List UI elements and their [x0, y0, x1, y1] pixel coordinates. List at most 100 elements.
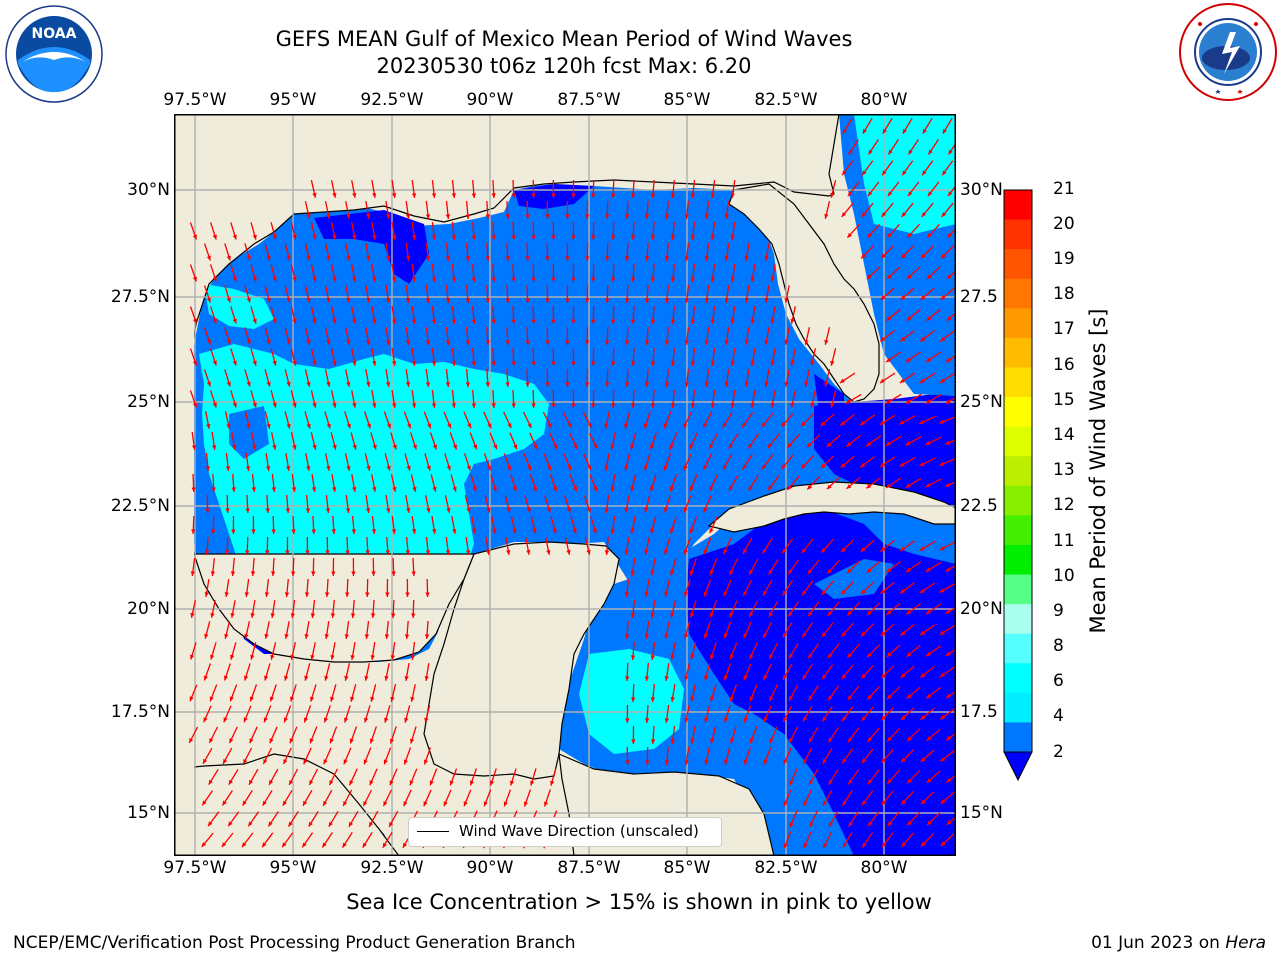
wind-wave-arrowhead [764, 382, 769, 387]
wind-wave-arrowhead [371, 571, 376, 576]
wind-wave-arrowhead [867, 232, 872, 238]
wind-wave-arrowhead [669, 444, 674, 450]
wind-wave-arrowhead [644, 676, 650, 681]
wind-wave-arrowhead [226, 339, 231, 345]
wind-wave-arrowhead [312, 192, 317, 198]
wind-wave-arrowhead [920, 337, 926, 342]
wind-wave-arrowhead [264, 592, 270, 597]
wind-wave-arrowhead [232, 445, 237, 450]
wind-wave-arrowhead [246, 339, 251, 345]
wind-wave-arrowhead [391, 571, 396, 576]
wind-wave-arrowhead [664, 298, 670, 303]
wind-wave-arrowhead [551, 235, 556, 240]
wind-wave-arrowhead [226, 381, 231, 387]
wind-wave-arrowhead [446, 465, 451, 471]
wind-wave-arrowhead [842, 170, 847, 176]
wind-wave-arrowhead [266, 381, 271, 387]
wind-wave-arrowhead [942, 170, 947, 176]
wind-wave-arrowhead [407, 423, 411, 429]
wind-wave-arrowhead [724, 382, 729, 387]
wind-wave-arrowhead [385, 550, 390, 555]
wind-wave-arrowhead [324, 634, 329, 639]
wind-wave-arrowhead [919, 462, 925, 467]
wind-wave-arrowhead [724, 340, 729, 345]
legend-box: Wind Wave Direction (unscaled) [408, 817, 722, 847]
wind-wave-arrowhead [211, 529, 216, 534]
wind-wave-arrowhead [882, 128, 887, 134]
wind-wave-arrowhead [827, 568, 832, 574]
wind-wave-arrowhead [770, 403, 775, 408]
wind-wave-arrowhead [907, 191, 913, 197]
wind-wave-arrowhead [372, 487, 377, 492]
wind-wave-arrowhead [306, 381, 311, 387]
wind-wave-arrowhead [223, 717, 228, 723]
wind-wave-arrowhead [489, 780, 495, 786]
wind-wave-arrowhead [729, 612, 734, 618]
wind-wave-arrowhead [860, 463, 866, 468]
wind-wave-arrowhead [467, 423, 472, 429]
wind-wave-arrowhead [664, 256, 670, 261]
wind-wave-arrowhead [624, 634, 630, 639]
wind-wave-arrowhead [370, 655, 375, 660]
wind-wave-arrowhead [592, 528, 597, 534]
wind-wave-arrowhead [784, 340, 789, 345]
wind-wave-arrowhead [226, 255, 231, 261]
wind-wave-arrowhead [332, 193, 337, 198]
wind-wave-arrowhead [331, 529, 336, 534]
wind-wave-arrowhead [386, 508, 391, 513]
wind-wave-arrowhead [790, 319, 795, 324]
wind-wave-arrowhead [372, 444, 377, 450]
wind-wave-arrowhead [611, 319, 616, 324]
wind-wave-arrowhead [750, 361, 755, 366]
wind-wave-arrowhead [326, 297, 331, 303]
wind-wave-arrowhead [704, 256, 709, 261]
wind-wave-arrowhead [346, 298, 351, 303]
wind-wave-arrowhead [899, 462, 905, 467]
mexico-land [174, 114, 194, 856]
wind-wave-arrowhead [292, 234, 297, 240]
wind-wave-arrowhead [232, 276, 237, 282]
wind-wave-arrowhead [920, 630, 925, 636]
wind-wave-arrowhead [742, 422, 747, 428]
wind-wave-arrowhead [567, 422, 572, 428]
wind-wave-arrowhead [921, 841, 926, 847]
cuba-land [707, 481, 956, 533]
wind-wave-arrowhead [631, 739, 636, 744]
honduras-high-wave [579, 649, 684, 754]
wind-wave-arrowhead [939, 419, 945, 424]
wind-wave-arrowhead [224, 592, 229, 597]
wind-wave-arrowhead [790, 403, 795, 408]
wind-wave-arrowhead [265, 550, 270, 555]
wind-wave-arrowhead [887, 191, 893, 197]
wind-wave-arrowhead [881, 757, 887, 763]
wind-wave-arrowhead [764, 340, 769, 345]
wind-wave-arrowhead [848, 149, 853, 155]
wind-wave-arrowhead [248, 821, 253, 827]
wind-wave-arrowhead [262, 842, 267, 848]
wind-wave-arrowhead [906, 567, 911, 573]
lat-tick-right: 15°N [960, 803, 1003, 823]
wind-wave-arrowhead [684, 382, 690, 387]
wind-wave-arrowhead [690, 654, 695, 660]
wind-wave-arrowhead [664, 549, 669, 555]
wind-wave-arrowhead [887, 821, 893, 826]
wind-wave-arrowhead [841, 547, 846, 553]
wind-wave-arrowhead [203, 758, 208, 764]
wind-wave-arrowhead [290, 696, 295, 702]
wind-wave-arrowhead [684, 633, 689, 639]
wind-wave-arrowhead [352, 487, 357, 492]
wind-wave-arrowhead [905, 399, 911, 404]
wind-wave-arrowhead [364, 717, 369, 723]
wind-wave-arrowhead [925, 440, 931, 445]
wind-wave-arrowhead [406, 465, 411, 471]
colorbar-segment [1004, 190, 1032, 221]
wind-wave-arrowhead [232, 318, 237, 324]
wind-wave-arrowhead [789, 738, 794, 743]
lon-tick-top: 87.5°W [557, 90, 621, 110]
wind-wave-arrowhead [788, 569, 793, 575]
wind-wave-arrowhead [704, 717, 709, 723]
wind-wave-arrowhead [424, 717, 429, 723]
wind-wave-arrowhead [465, 256, 470, 261]
wind-wave-arrowhead [585, 340, 590, 345]
wind-wave-arrowhead [445, 256, 451, 261]
